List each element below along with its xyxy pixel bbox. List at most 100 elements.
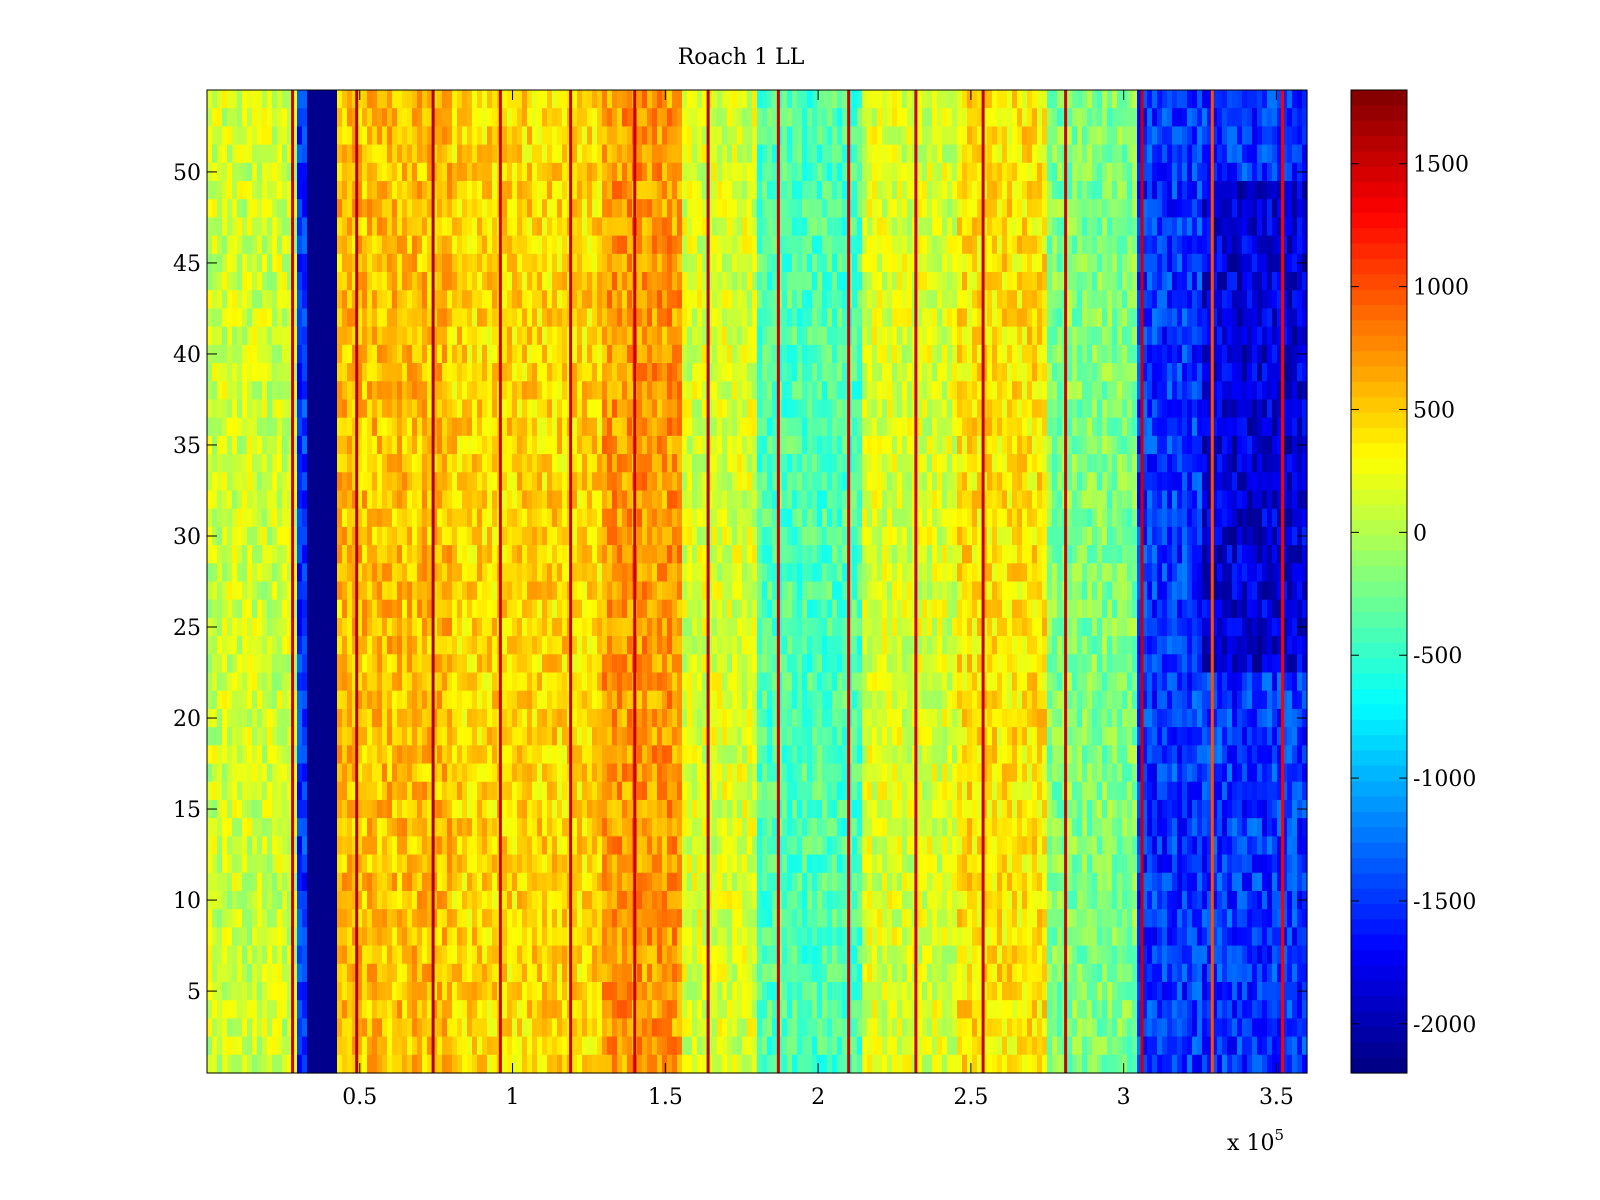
heatmap-cell — [967, 90, 973, 109]
heatmap-cell — [267, 326, 273, 346]
heatmap-cell — [482, 326, 488, 346]
heatmap-cell — [692, 217, 698, 237]
heatmap-cell — [982, 253, 988, 273]
heatmap-cell — [727, 435, 733, 455]
heatmap-cell — [637, 399, 643, 419]
heatmap-cell — [1087, 144, 1093, 164]
heatmap-cell — [517, 144, 523, 164]
heatmap-cell — [1097, 144, 1103, 164]
heatmap-cell — [877, 126, 883, 146]
heatmap-cell — [547, 199, 553, 219]
heatmap-cell — [1037, 126, 1043, 146]
heatmap-cell — [722, 308, 728, 328]
heatmap-cell — [382, 235, 388, 255]
heatmap-cell — [702, 490, 708, 510]
heatmap-cell — [272, 181, 278, 200]
heatmap-cell — [1177, 181, 1183, 200]
heatmap-cell — [712, 235, 718, 255]
heatmap-cell — [407, 472, 413, 492]
heatmap-cell — [637, 363, 643, 382]
heatmap-cell — [902, 417, 908, 437]
heatmap-cell — [377, 344, 383, 364]
heatmap-cell — [1102, 417, 1108, 437]
heatmap-cell — [1137, 326, 1143, 346]
heatmap-cell — [1067, 90, 1073, 109]
heatmap-cell — [1077, 399, 1083, 419]
heatmap-cell — [947, 454, 953, 473]
heatmap-cell — [1007, 290, 1013, 310]
heatmap-cell — [772, 162, 778, 182]
heatmap-cell — [857, 308, 863, 328]
heatmap-cell — [1282, 399, 1288, 419]
heatmap-cell — [322, 435, 328, 455]
heatmap-cell — [867, 472, 873, 492]
heatmap-cell — [952, 454, 958, 473]
heatmap-cell — [427, 181, 433, 200]
heatmap-cell — [362, 326, 368, 346]
heatmap-cell — [802, 326, 808, 346]
heatmap-cell — [1287, 344, 1293, 364]
heatmap-cell — [1302, 272, 1308, 291]
heatmap-cell — [492, 181, 498, 200]
heatmap-cell — [502, 253, 508, 273]
heatmap-cell — [852, 381, 858, 401]
heatmap-cell — [602, 417, 608, 437]
heatmap-cell — [577, 454, 583, 473]
heatmap-cell — [267, 181, 273, 200]
heatmap-cell — [572, 435, 578, 455]
heatmap-cell — [317, 90, 323, 109]
heatmap-cell — [1272, 108, 1278, 127]
heatmap-cell — [1132, 454, 1138, 473]
heatmap-cell — [1267, 272, 1273, 291]
heatmap-cell — [387, 199, 393, 219]
heatmap-cell — [607, 108, 613, 127]
heatmap-cell — [622, 253, 628, 273]
heatmap-cell — [1132, 308, 1138, 328]
heatmap-cell — [387, 235, 393, 255]
heatmap-cell — [452, 381, 458, 401]
heatmap-cell — [552, 435, 558, 455]
heatmap-cell — [577, 290, 583, 310]
heatmap-cell — [1127, 126, 1133, 146]
heatmap-cell — [612, 144, 618, 164]
heatmap-cell — [707, 472, 713, 492]
heatmap-cell — [287, 290, 293, 310]
heatmap-cell — [462, 363, 468, 382]
heatmap-cell — [962, 417, 968, 437]
heatmap-cell — [727, 235, 733, 255]
heatmap-cell — [717, 417, 723, 437]
heatmap-cell — [277, 290, 283, 310]
heatmap-cell — [1287, 144, 1293, 164]
heatmap-cell — [917, 472, 923, 492]
heatmap-cell — [272, 363, 278, 382]
heatmap-cell — [1077, 272, 1083, 291]
heatmap-cell — [727, 162, 733, 182]
heatmap-cell — [837, 435, 843, 455]
heatmap-cell — [342, 290, 348, 310]
heatmap-cell — [1067, 217, 1073, 237]
heatmap-cell — [1122, 435, 1128, 455]
heatmap-cell — [922, 199, 928, 219]
heatmap-cell — [672, 199, 678, 219]
heatmap-cell — [1022, 290, 1028, 310]
heatmap-cell — [242, 472, 248, 492]
heatmap-cell — [677, 253, 683, 273]
heatmap-cell — [652, 144, 658, 164]
heatmap-cell — [392, 490, 398, 510]
heatmap-cell — [1297, 472, 1303, 492]
heatmap-cell — [1242, 272, 1248, 291]
heatmap-cell — [1177, 454, 1183, 473]
heatmap-cell — [467, 181, 473, 200]
heatmap-cell — [692, 435, 698, 455]
heatmap-cell — [362, 435, 368, 455]
heatmap-cell — [692, 381, 698, 401]
heatmap-cell — [1267, 235, 1273, 255]
heatmap-cell — [1187, 126, 1193, 146]
heatmap-cell — [1082, 108, 1088, 127]
heatmap-cell — [307, 144, 313, 164]
heatmap-cell — [437, 290, 443, 310]
heatmap-cell — [657, 162, 663, 182]
heatmap-cell — [952, 253, 958, 273]
heatmap-cell — [462, 235, 468, 255]
heatmap-cell — [372, 381, 378, 401]
